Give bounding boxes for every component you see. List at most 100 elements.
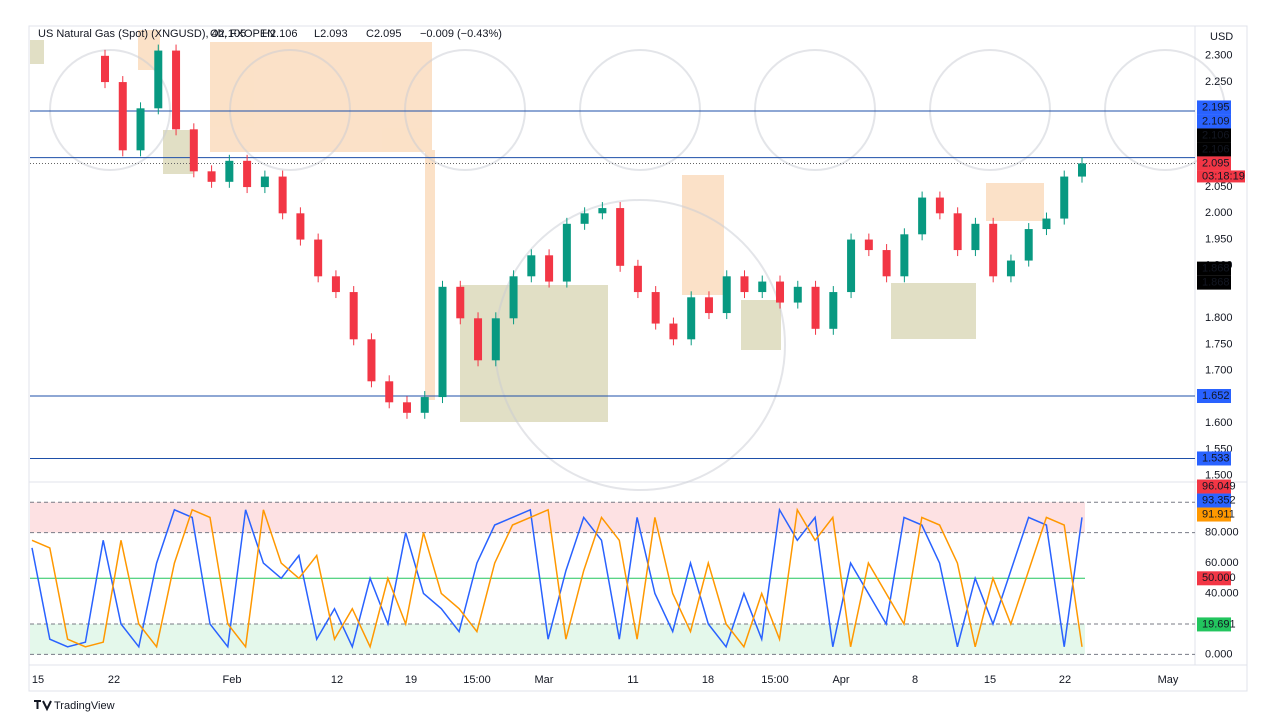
candle <box>776 275 785 309</box>
y-tick-label: 1.750 <box>1205 338 1233 350</box>
y-tick-label: 1.700 <box>1205 365 1233 377</box>
time-label: May <box>1158 674 1179 686</box>
overbought-band <box>30 502 1085 533</box>
candle-body <box>989 223 998 277</box>
candle-body <box>207 171 216 182</box>
candle-body <box>633 265 642 293</box>
candle <box>545 249 554 288</box>
candle-body <box>811 286 820 329</box>
candle-body <box>651 292 660 324</box>
countdown-bg <box>1197 170 1245 183</box>
candle <box>722 270 731 320</box>
time-label: 22 <box>1059 674 1071 686</box>
time-label: 8 <box>912 674 918 686</box>
ohlc-value: O2.105 <box>210 28 246 40</box>
watermark <box>929 49 1051 171</box>
time-label: 12 <box>331 674 343 686</box>
osc-tick-label: 40.000 <box>1205 587 1239 599</box>
candle-body <box>864 239 873 251</box>
time-label: 18 <box>702 674 714 686</box>
candle-body <box>545 255 554 282</box>
candle-body <box>580 213 589 224</box>
candle-body <box>900 234 909 277</box>
ohlc-value: C2.095 <box>366 28 401 40</box>
price-tag-label: 96.049 <box>1202 480 1236 492</box>
time-label: 19 <box>405 674 417 686</box>
price-tag <box>1197 142 1231 157</box>
candle-body <box>101 55 109 83</box>
candle <box>811 280 820 335</box>
y-tick-label: 1.800 <box>1205 312 1233 324</box>
candle <box>509 270 518 325</box>
candle <box>882 244 891 283</box>
candle-body <box>687 297 696 340</box>
candle <box>1006 254 1015 283</box>
candle <box>704 291 713 320</box>
candle <box>136 102 145 157</box>
candle <box>331 270 340 299</box>
candle <box>793 280 802 309</box>
price-tag <box>1197 507 1231 522</box>
candle <box>420 391 429 419</box>
candle-body <box>829 292 838 329</box>
time-label: 15 <box>32 674 44 686</box>
watermark <box>579 49 701 171</box>
demand-zone <box>163 130 193 174</box>
countdown: 03:18:19 <box>1202 170 1245 182</box>
price-tag-label: 2.106 <box>1202 143 1230 155</box>
supply-zone <box>425 150 435 400</box>
y-tick-label: 1.600 <box>1205 417 1233 429</box>
price-tag-label: 2.195 <box>1202 101 1230 113</box>
candle <box>616 202 625 272</box>
candle <box>935 191 944 220</box>
candle-body <box>509 276 518 319</box>
candle-body <box>562 223 571 282</box>
candle-body <box>402 402 411 413</box>
price-tag <box>1197 389 1231 404</box>
candle <box>491 312 500 367</box>
price-tag <box>1197 114 1231 129</box>
candle-body <box>882 250 891 277</box>
candle <box>527 249 536 283</box>
candle-body <box>172 50 181 130</box>
candle-body <box>847 239 856 293</box>
candle <box>598 202 607 220</box>
candle <box>474 312 483 367</box>
candle-body <box>420 397 429 413</box>
candle-body <box>189 129 198 172</box>
candle-body <box>243 160 252 188</box>
price-tag-label: 2.109 <box>1202 115 1230 127</box>
y-tick-label: 2.050 <box>1205 181 1233 193</box>
candle-body <box>971 223 980 251</box>
candle-body <box>669 323 678 340</box>
candle <box>989 217 998 283</box>
candle <box>296 207 305 246</box>
candle <box>278 170 287 220</box>
watermark <box>404 49 526 171</box>
candle-body <box>385 381 394 403</box>
candle-body <box>616 208 625 266</box>
candle <box>1060 170 1069 225</box>
oversold-band <box>30 623 1085 655</box>
currency: USD <box>1210 31 1233 43</box>
candle <box>562 217 571 288</box>
candle <box>402 396 411 419</box>
price-tag-label: 1.533 <box>1202 452 1230 464</box>
price-tag <box>1197 275 1231 290</box>
candle-body <box>331 276 340 293</box>
candle-body <box>296 213 305 240</box>
candle-body <box>935 197 944 214</box>
price-tag-label: 91.911 <box>1202 508 1235 520</box>
watermark <box>754 49 876 171</box>
time-label: Mar <box>535 674 554 686</box>
oscillator-line <box>31 507 1083 650</box>
demand-zone <box>30 40 44 64</box>
y-tick-label: 1.500 <box>1205 470 1233 482</box>
price-tag <box>1197 156 1231 171</box>
ohlc-value: L2.093 <box>314 28 348 40</box>
ohlc-value: H2.106 <box>262 28 297 40</box>
watermark <box>49 49 171 171</box>
candle-body <box>1060 176 1069 219</box>
osc-tick-label: 80.000 <box>1205 527 1239 539</box>
candle-body <box>527 255 536 277</box>
